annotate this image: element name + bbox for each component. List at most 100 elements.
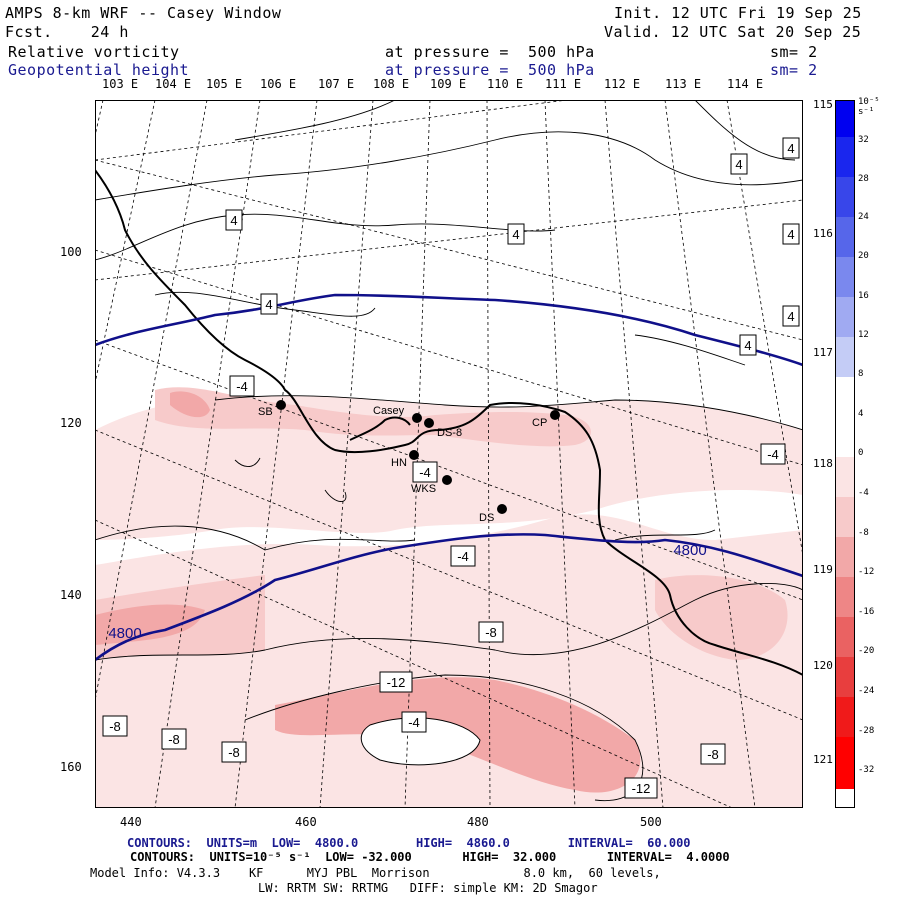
height-label: 4800 [108, 625, 141, 642]
contour-label-box: -12 [379, 671, 413, 693]
contour-label: 4 [787, 309, 794, 324]
colorbar-label: 4 [858, 409, 864, 419]
x-tick-label: 440 [120, 815, 142, 829]
y-tick-label: 140 [60, 588, 82, 602]
y-tick-label: 160 [60, 760, 82, 774]
map-title: AMPS 8-km WRF -- Casey Window [5, 4, 282, 22]
contour-label-box: -8 [102, 715, 128, 737]
colorbar-swatch [836, 737, 854, 789]
contour-label: -8 [109, 719, 121, 734]
colorbar-swatch [836, 137, 854, 177]
colorbar-swatch [836, 257, 854, 297]
height-contours [95, 293, 803, 662]
colorbar-label: -32 [858, 765, 875, 775]
lon-label: 104 E [155, 77, 192, 91]
contour-label-box: 4 [782, 137, 800, 159]
colorbar-label: -4 [858, 488, 869, 498]
colorbar-swatch [836, 101, 854, 137]
map-frame [95, 100, 803, 808]
smoothing-height: sm= 2 [770, 61, 818, 79]
x-tick-label: 500 [640, 815, 662, 829]
footer-physics-info: LW: RRTM SW: RRTMG DIFF: simple KM: 2D S… [258, 881, 598, 895]
lon-label: 113 E [665, 77, 702, 91]
stations: SB Casey DS-8 CP HN WKS DS [258, 400, 560, 524]
lon-label: 107 E [318, 77, 355, 91]
station-label: DS [479, 512, 494, 524]
station-marker-casey [412, 413, 422, 423]
contour-label-box: -4 [229, 375, 255, 397]
station-marker-wks [442, 475, 452, 485]
lon-label: 105 E [206, 77, 243, 91]
footer-vorticity-contours: CONTOURS: UNITS=10⁻⁵ s⁻¹ LOW= -32.000 HI… [130, 850, 730, 864]
lon-label: 112 E [604, 77, 641, 91]
colorbar-swatch [836, 457, 854, 497]
lon-label: 111 E [545, 77, 582, 91]
colorbar [835, 100, 855, 808]
contour-label: 4 [512, 227, 519, 242]
colorbar-swatch [836, 377, 854, 457]
colorbar-swatch [836, 337, 854, 377]
station-marker-sb [276, 400, 286, 410]
colorbar-label: 8 [858, 369, 864, 379]
field-vorticity: Relative vorticity [8, 43, 180, 61]
contour-label: -4 [457, 549, 469, 564]
contour-label: -8 [707, 747, 719, 762]
station-marker-ds8 [424, 418, 434, 428]
colorbar-label: 16 [858, 291, 869, 301]
contour-label-box: 4 [260, 293, 278, 315]
contour-label-box: 4 [730, 153, 748, 175]
colorbar-label: 28 [858, 174, 869, 184]
colorbar-label: 24 [858, 212, 869, 222]
contour-label-box: -8 [700, 743, 726, 765]
station-label: SB [258, 406, 273, 418]
vorticity-shading [95, 387, 803, 808]
contour-label-box: 4 [782, 305, 800, 327]
valid-time: Valid. 12 UTC Sat 20 Sep 25 [604, 23, 862, 41]
station-label: CP [532, 417, 547, 429]
station-marker-hn [409, 450, 419, 460]
lon-label: 109 E [430, 77, 467, 91]
contour-label: -4 [408, 715, 420, 730]
contour-label-layer: 4 4 4 4 4 4 4 4 -4 -4 -4 -4 -8 -8 -8 -8 … [102, 137, 800, 799]
pressure-level-height: at pressure = 500 hPa [385, 61, 595, 79]
x-tick-label: 480 [467, 815, 489, 829]
colorbar-label: 20 [858, 251, 869, 261]
contour-label: 4 [230, 213, 237, 228]
pressure-level-vorticity: at pressure = 500 hPa [385, 43, 595, 61]
colorbar-label: -16 [858, 607, 875, 617]
colorbar-swatch [836, 617, 854, 657]
station-marker-ds [497, 504, 507, 514]
lon-label: 103 E [102, 77, 139, 91]
contour-label: -8 [485, 625, 497, 640]
contour-label: -4 [419, 465, 431, 480]
colorbar-swatch [836, 177, 854, 217]
footer-height-contours: CONTOURS: UNITS=m LOW= 4800.0 HIGH= 4860… [127, 836, 691, 850]
colorbar-label: -28 [858, 726, 875, 736]
field-geopotential: Geopotential height [8, 61, 190, 79]
contour-label-box: 4 [225, 209, 243, 231]
colorbar-label: 12 [858, 330, 869, 340]
colorbar-swatch [836, 697, 854, 737]
station-label: DS-8 [437, 427, 462, 439]
contour-label-box: -12 [624, 777, 658, 799]
colorbar-swatch [836, 497, 854, 537]
contour-label: 4 [787, 227, 794, 242]
contour-label-box: -4 [450, 545, 476, 567]
contour-label: 4 [787, 141, 794, 156]
contour-label: 4 [265, 297, 272, 312]
contour-label-box: -8 [221, 741, 247, 763]
station-label: HN [391, 457, 407, 469]
colorbar-label: -20 [858, 646, 875, 656]
contour-label-box: 4 [507, 223, 525, 245]
colorbar-label: -8 [858, 528, 869, 538]
contour-label-box: -8 [478, 621, 504, 643]
y-tick-label: 120 [60, 416, 82, 430]
contour-label: -12 [632, 781, 651, 796]
station-marker-cp [550, 410, 560, 420]
colorbar-swatch [836, 297, 854, 337]
x-tick-label: 460 [295, 815, 317, 829]
lon-label: 114 E [727, 77, 764, 91]
map-plot: 4 4 4 4 4 4 4 4 -4 -4 -4 -4 -8 -8 -8 -8 … [95, 100, 803, 808]
contour-label-box: 4 [782, 223, 800, 245]
smoothing-vorticity: sm= 2 [770, 43, 818, 61]
